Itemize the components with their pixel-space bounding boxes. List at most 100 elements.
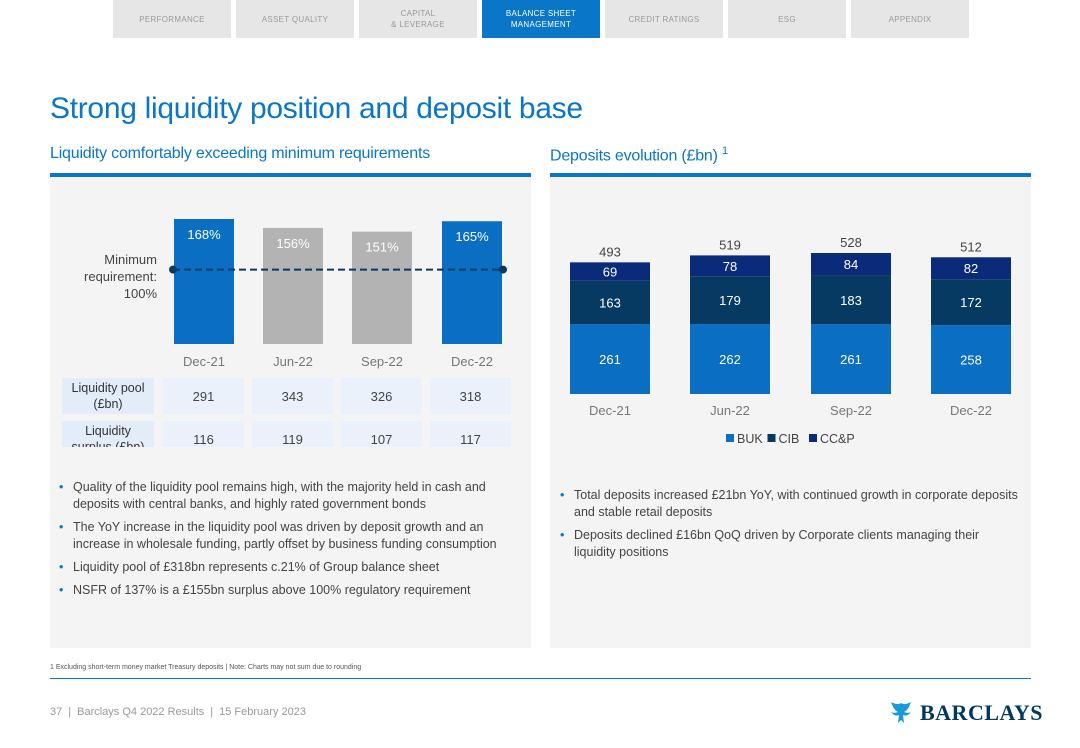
line-end-marker <box>499 265 507 274</box>
deposits-segment-label: 262 <box>719 352 741 367</box>
footer: 37 | Barclays Q4 2022 Results | 15 February … <box>50 706 306 718</box>
deposits-bar-segment <box>570 324 650 394</box>
tab-appendix[interactable]: APPENDIX <box>851 0 969 38</box>
table-cell-value: 107 <box>371 432 393 447</box>
table-row-label: Liquidity pool <box>72 381 145 395</box>
bullet-item: NSFR of 137% is a £155bn surplus above 1… <box>55 582 525 599</box>
table-cell <box>252 421 333 447</box>
liquidity-bar <box>174 219 234 344</box>
deposits-segment-label: 179 <box>719 293 741 308</box>
minimum-requirement-label: 100% <box>124 286 158 301</box>
deposits-total-label: 519 <box>719 237 741 252</box>
deposits-bar-segment <box>811 324 891 394</box>
page-number: 37 <box>50 706 63 718</box>
deposits-bar-segment <box>931 257 1011 280</box>
document-name: Barclays Q4 2022 Results <box>77 706 205 718</box>
x-tick-label: Sep-22 <box>830 403 872 418</box>
footnote: 1 Excluding short-term money market Trea… <box>50 664 362 671</box>
x-tick-label: Sep-22 <box>361 354 403 369</box>
bullet-item: Quality of the liquidity pool remains hi… <box>55 479 525 513</box>
document-date: 15 February 2023 <box>219 706 306 718</box>
table-row-label: Liquidity <box>85 424 132 438</box>
tab-performance[interactable]: PERFORMANCE <box>113 0 231 38</box>
bullet-item: Total deposits increased £21bn YoY, with… <box>556 487 1021 521</box>
table-cell-value: 119 <box>282 432 303 447</box>
x-tick-label: Jun-22 <box>273 354 313 369</box>
bullet-item: The YoY increase in the liquidity pool w… <box>55 519 525 553</box>
x-tick-label: Dec-21 <box>589 403 631 418</box>
x-tick-label: Dec-22 <box>950 403 992 418</box>
table-cell <box>252 378 333 414</box>
legend-label: CC&P <box>820 432 855 446</box>
table-cell <box>163 378 244 414</box>
x-tick-label: Dec-22 <box>451 354 493 369</box>
liquidity-subtitle: Liquidity comfortably exceeding minimum … <box>50 145 430 162</box>
deposits-subtitle: Deposits evolution (£bn) 1 <box>550 145 728 165</box>
deposits-bar-segment <box>931 279 1011 326</box>
deposits-panel <box>550 177 1031 648</box>
minimum-requirement-label: Minimum <box>104 252 157 267</box>
legend-swatch <box>767 434 776 442</box>
x-tick-label: Jun-22 <box>710 403 750 418</box>
table-row-label: surplus (£bn) <box>72 440 145 447</box>
liquidity-bar-label: 151% <box>365 240 399 255</box>
deposits-bar-segment <box>690 276 770 325</box>
minimum-requirement-label: requirement: <box>84 269 157 284</box>
table-cell-value: 291 <box>193 389 215 404</box>
table-cell <box>430 378 511 414</box>
deposits-segment-label: 163 <box>599 296 621 311</box>
bullet-item: Liquidity pool of £318bn represents c.21… <box>55 559 525 576</box>
deposits-segment-label: 258 <box>960 353 982 368</box>
tab-balance-sheet-management[interactable]: BALANCE SHEET MANAGEMENT <box>482 0 600 38</box>
tab-asset-quality[interactable]: ASSET QUALITY <box>236 0 354 38</box>
tab-esg[interactable]: ESG <box>728 0 846 38</box>
legend-label: BUK <box>737 432 763 446</box>
deposits-bar-segment <box>931 325 1011 394</box>
table-cell-value: 116 <box>193 432 214 447</box>
deposits-total-label: 493 <box>599 244 621 259</box>
deposits-bar-segment <box>811 275 891 325</box>
bullet-item: Deposits declined £16bn QoQ driven by Co… <box>556 527 1021 561</box>
deposits-segment-label: 261 <box>840 352 862 367</box>
deposits-segment-label: 172 <box>960 295 982 310</box>
logo-text: BARCLAYS <box>920 700 1044 725</box>
liquidity-bar <box>352 231 412 344</box>
table-cell-value: 117 <box>460 432 481 447</box>
deposits-bar-segment <box>570 280 650 325</box>
deposits-bar-segment <box>690 324 770 394</box>
deposits-segment-label: 183 <box>840 293 862 308</box>
table-cell-value: 318 <box>460 389 482 404</box>
table-row-header <box>62 378 154 414</box>
table-cell-value: 343 <box>282 389 304 404</box>
liquidity-bar <box>442 221 502 344</box>
liquidity-bar-label: 168% <box>187 227 221 242</box>
liquidity-bullets: Quality of the liquidity pool remains hi… <box>55 479 525 605</box>
liquidity-chart: 168% Dec-21 156% Jun-22 151% Sep-22 165% Dec-22… <box>62 219 511 447</box>
deposits-bar-segment <box>570 262 650 281</box>
deposits-total-label: 512 <box>960 239 982 254</box>
page-title: Strong liquidity position and deposit ba… <box>50 92 583 125</box>
table-row-header <box>62 421 154 447</box>
table-cell <box>341 378 422 414</box>
section-nav: PERFORMANCE ASSET QUALITY CAPITAL & LEVERA… <box>113 0 969 38</box>
deposits-bar-segment <box>690 255 770 277</box>
deposits-subtitle-text: Deposits evolution (£bn) <box>550 147 718 165</box>
table-cell-value: 326 <box>371 389 393 404</box>
deposits-segment-label: 78 <box>723 259 737 274</box>
tab-credit-ratings[interactable]: CREDIT RATINGS <box>605 0 723 38</box>
deposits-total-label: 528 <box>840 235 862 250</box>
footer-divider <box>50 678 1031 679</box>
x-tick-label: Dec-21 <box>183 354 225 369</box>
legend-swatch <box>726 434 734 442</box>
right-divider <box>550 173 1031 177</box>
line-start-marker <box>169 265 177 274</box>
legend-label: CIB <box>779 432 800 446</box>
liquidity-bar-label: 165% <box>455 229 489 244</box>
tab-capital-leverage[interactable]: CAPITAL & LEVERAGE <box>359 0 477 38</box>
deposits-segment-label: 84 <box>844 257 858 272</box>
deposits-subtitle-footnote-ref: 1 <box>722 145 728 157</box>
table-cell <box>341 421 422 447</box>
left-divider <box>50 173 531 177</box>
deposits-segment-label: 261 <box>599 352 621 367</box>
liquidity-bar-label: 156% <box>276 236 310 251</box>
